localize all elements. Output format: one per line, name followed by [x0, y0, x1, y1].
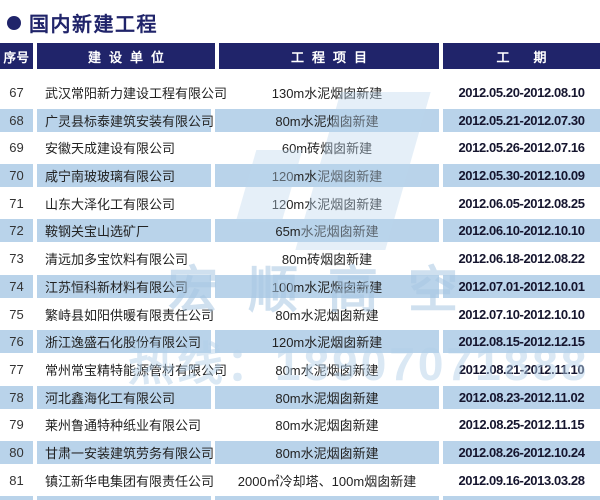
- row-period: 2012.08.26-2012.10.24: [443, 440, 600, 464]
- column-header-project: 工程项目: [219, 43, 439, 69]
- row-company: 莱州鲁通特种纸业有限公司: [45, 418, 202, 434]
- table-row: 77 常州常宝精特能源管材有限公司 80m水泥烟囱新建 2012.08.21-2…: [0, 356, 600, 384]
- row-no: 70: [0, 164, 33, 188]
- row-no: 81: [9, 472, 24, 488]
- row-no: 67: [9, 85, 24, 100]
- row-project: 60m砖烟囱新建: [281, 141, 373, 157]
- partial-next-row: [37, 496, 211, 500]
- row-period: 2012.05.30-2012.10.09: [443, 164, 600, 188]
- row-company: 鞍钢关宝山选矿厂: [37, 219, 211, 243]
- row-project: 100m水泥烟囱新建: [215, 274, 439, 298]
- row-period: 2012.06.05-2012.08.25: [458, 195, 585, 211]
- table-row: 70 咸宁南玻玻璃有限公司 120m水泥烟囱新建 2012.05.30-2012…: [0, 162, 600, 190]
- page-title: 国内新建工程: [7, 8, 158, 37]
- row-company: 武汉常阳新力建设工程有限公司: [45, 86, 228, 101]
- row-company: 广灵县标泰建筑安装有限公司: [37, 108, 214, 132]
- row-no: 72: [0, 219, 33, 243]
- row-project: 80m水泥烟囱新建: [215, 108, 439, 132]
- row-project: 80m水泥烟囱新建: [275, 307, 379, 323]
- table-row: 68 广灵县标泰建筑安装有限公司 80m水泥烟囱新建 2012.05.21-20…: [0, 107, 600, 135]
- table-row: 79 莱州鲁通特种纸业有限公司 80m水泥烟囱新建 2012.08.25-201…: [0, 411, 600, 439]
- row-project: 80m水泥烟囱新建: [275, 418, 379, 434]
- row-no: 74: [0, 274, 33, 298]
- row-period: 2012.08.25-2012.11.15: [458, 417, 585, 433]
- table-row: 75 繁峙县如阳供暖有限责任公司 80m水泥烟囱新建 2012.07.10-20…: [0, 301, 600, 329]
- row-project: 65m水泥烟囱新建: [215, 219, 439, 243]
- table-row: 72 鞍钢关宝山选矿厂 65m水泥烟囱新建 2012.06.10-2012.10…: [0, 217, 600, 245]
- row-no: 77: [9, 361, 24, 377]
- row-period: 2012.07.01-2012.10.01: [443, 274, 600, 298]
- filled-circle-icon: [7, 15, 21, 30]
- table-body: 67 武汉常阳新力建设工程有限公司 130m水泥烟囱新建 2012.05.20-…: [0, 79, 600, 494]
- row-company: 清远加多宝饮料有限公司: [45, 252, 189, 268]
- row-period: 2012.05.21-2012.07.30: [443, 108, 600, 132]
- row-company: 山东大泽化工有限公司: [45, 196, 176, 212]
- row-no: 75: [9, 306, 24, 322]
- row-company: 镇江新华电集团有限责任公司: [45, 473, 215, 489]
- row-project: 130m水泥烟囱新建: [271, 86, 383, 101]
- table-row: 69 安徽天成建设有限公司 60m砖烟囱新建 2012.05.26-2012.0…: [0, 134, 600, 162]
- row-no: 73: [9, 251, 24, 267]
- row-period: 2012.06.18-2012.08.22: [458, 251, 585, 267]
- column-header-no: 序号: [0, 43, 33, 69]
- row-project: 80m水泥烟囱新建: [275, 362, 379, 378]
- row-project: 80m水泥烟囱新建: [215, 385, 439, 409]
- row-no: 71: [9, 195, 24, 211]
- row-period: 2012.08.15-2012.12.15: [443, 330, 600, 354]
- column-header-company: 建设单位: [37, 43, 215, 69]
- row-no: 76: [0, 330, 33, 354]
- row-company: 浙江逸盛石化股份有限公司: [37, 330, 211, 354]
- row-company: 繁峙县如阳供暖有限责任公司: [45, 307, 215, 323]
- table-row: 74 江苏恒科新材料有限公司 100m水泥烟囱新建 2012.07.01-201…: [0, 273, 600, 301]
- partial-next-row: [215, 496, 439, 500]
- partial-next-row: [0, 496, 33, 500]
- row-period: 2012.09.16-2013.03.28: [458, 472, 585, 488]
- row-company: 咸宁南玻玻璃有限公司: [37, 164, 211, 188]
- row-project: 80m水泥烟囱新建: [215, 440, 439, 464]
- row-company: 河北鑫海化工有限公司: [37, 385, 211, 409]
- row-period: 2012.05.26-2012.07.16: [458, 140, 585, 156]
- table-row: 78 河北鑫海化工有限公司 80m水泥烟囱新建 2012.08.23-2012.…: [0, 384, 600, 412]
- row-company: 甘肃一安装建筑劳务有限公司: [37, 440, 214, 464]
- table-row: 71 山东大泽化工有限公司 120m水泥烟囱新建 2012.06.05-2012…: [0, 190, 600, 218]
- table-row: 81 镇江新华电集团有限责任公司 2000㎡冷却塔、100m烟囱新建 2012.…: [0, 467, 600, 495]
- page-title-text: 国内新建工程: [29, 14, 158, 36]
- row-no: 69: [9, 140, 24, 156]
- row-project: 80m砖烟囱新建: [281, 252, 373, 268]
- row-project: 120m水泥烟囱新建: [271, 196, 383, 212]
- row-period: 2012.08.23-2012.11.02: [443, 385, 600, 409]
- row-company: 安徽天成建设有限公司: [45, 141, 176, 157]
- row-period: 2012.06.10-2012.10.10: [443, 219, 600, 243]
- table-row: 67 武汉常阳新力建设工程有限公司 130m水泥烟囱新建 2012.05.20-…: [0, 79, 600, 107]
- row-company: 江苏恒科新材料有限公司: [37, 274, 211, 298]
- row-no: 79: [9, 417, 24, 433]
- table-row: 76 浙江逸盛石化股份有限公司 120m水泥烟囱新建 2012.08.15-20…: [0, 328, 600, 356]
- row-period: 2012.08.21-2012.11.10: [458, 361, 585, 377]
- partial-next-row: [443, 496, 600, 500]
- table-row: 73 清远加多宝饮料有限公司 80m砖烟囱新建 2012.06.18-2012.…: [0, 245, 600, 273]
- column-header-period: 工期: [443, 43, 600, 69]
- table-row: 80 甘肃一安装建筑劳务有限公司 80m水泥烟囱新建 2012.08.26-20…: [0, 439, 600, 467]
- row-project: 120m水泥烟囱新建: [215, 164, 439, 188]
- row-no: 78: [0, 385, 33, 409]
- row-no: 80: [0, 440, 33, 464]
- row-project: 2000㎡冷却塔、100m烟囱新建: [237, 473, 417, 489]
- row-no: 68: [0, 108, 33, 132]
- row-period: 2012.07.10-2012.10.10: [458, 306, 585, 322]
- row-company: 常州常宝精特能源管材有限公司: [45, 362, 228, 378]
- row-project: 120m水泥烟囱新建: [215, 330, 439, 354]
- row-period: 2012.05.20-2012.08.10: [458, 85, 585, 100]
